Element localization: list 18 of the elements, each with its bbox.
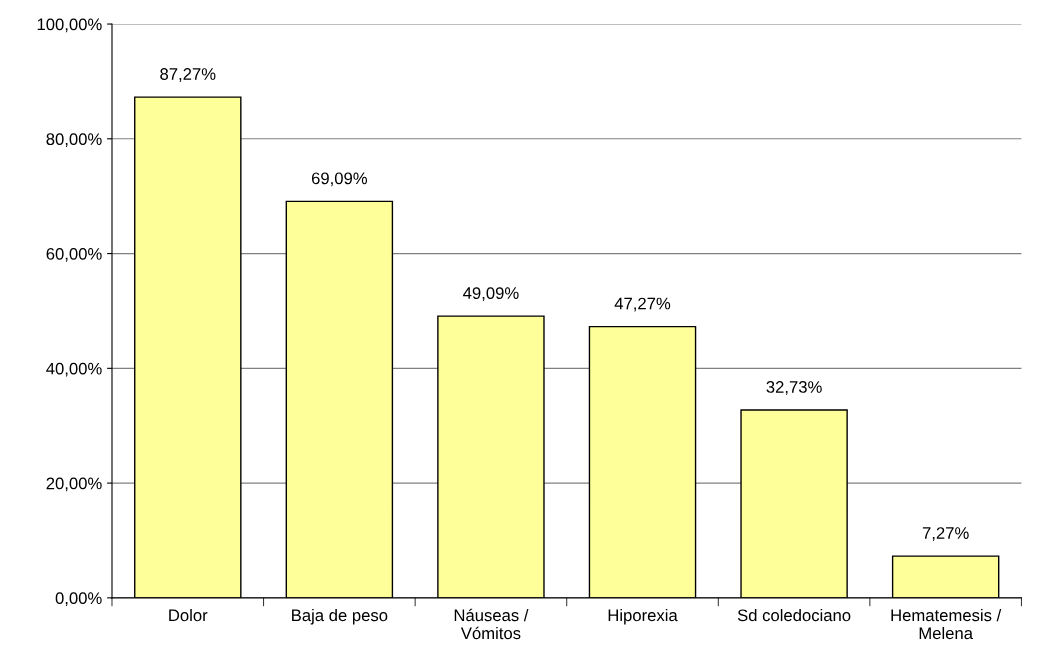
data-label: 47,27% (614, 297, 671, 312)
x-tick-label: Sd coledociano (737, 608, 851, 622)
data-label: 32,73% (766, 381, 822, 395)
x-tick-label: Baja de peso (292, 608, 388, 625)
y-tick-label: 40,00% (46, 362, 102, 377)
data-label: 7,27% (922, 527, 969, 541)
data-label: 49,09% (463, 287, 519, 301)
y-tick-label: 20,00% (46, 477, 102, 492)
x-tick-label: Hematemesis / Melena (891, 608, 1002, 640)
x-tick-label: Náuseas / Vómitos (454, 608, 529, 640)
x-tick-label: Hiporexia (608, 608, 678, 625)
data-label: 87,27% (160, 68, 216, 82)
x-tick-label: Dolor (169, 608, 208, 622)
y-tick-label: 80,00% (46, 133, 102, 147)
y-tick-label: 100,00% (37, 18, 102, 33)
y-tick-label: 0,00% (55, 592, 102, 607)
y-tick-label: 60,00% (46, 247, 102, 262)
data-label: 69,09% (311, 172, 368, 187)
